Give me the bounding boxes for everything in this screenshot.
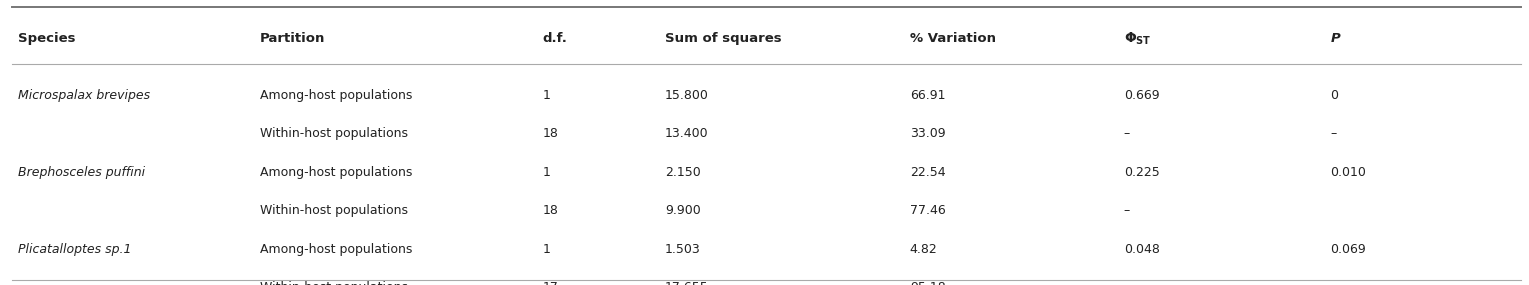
Text: 2.150: 2.150: [665, 166, 700, 179]
Text: Brephosceles puffini: Brephosceles puffini: [18, 166, 145, 179]
Text: 77.46: 77.46: [910, 204, 945, 217]
Text: 0: 0: [1330, 89, 1338, 102]
Text: 4.82: 4.82: [910, 243, 937, 256]
Text: 1: 1: [543, 89, 550, 102]
Text: 0.069: 0.069: [1330, 243, 1365, 256]
Text: 33.09: 33.09: [910, 127, 945, 141]
Text: 0.010: 0.010: [1330, 166, 1365, 179]
Text: 18: 18: [543, 127, 558, 141]
Text: Within-host populations: Within-host populations: [260, 127, 408, 141]
Text: –: –: [1124, 281, 1130, 285]
Text: 1: 1: [543, 243, 550, 256]
Text: 17: 17: [543, 281, 558, 285]
Text: Within-host populations: Within-host populations: [260, 281, 408, 285]
Text: Among-host populations: Among-host populations: [260, 89, 413, 102]
Text: Within-host populations: Within-host populations: [260, 204, 408, 217]
Text: Among-host populations: Among-host populations: [260, 166, 413, 179]
Text: % Variation: % Variation: [910, 32, 995, 45]
Text: –: –: [1124, 204, 1130, 217]
Text: 0.225: 0.225: [1124, 166, 1159, 179]
Text: –: –: [1330, 127, 1336, 141]
Text: 95.18: 95.18: [910, 281, 945, 285]
Text: 18: 18: [543, 204, 558, 217]
Text: Plicatalloptes sp.1: Plicatalloptes sp.1: [18, 243, 131, 256]
Text: 13.400: 13.400: [665, 127, 709, 141]
Text: 22.54: 22.54: [910, 166, 945, 179]
Text: Microspalax brevipes: Microspalax brevipes: [18, 89, 150, 102]
Text: 0.669: 0.669: [1124, 89, 1159, 102]
Text: Species: Species: [18, 32, 76, 45]
Text: Sum of squares: Sum of squares: [665, 32, 781, 45]
Text: $\mathbf{\Phi_{ST}}$: $\mathbf{\Phi_{ST}}$: [1124, 30, 1151, 47]
Text: d.f.: d.f.: [543, 32, 567, 45]
Text: 66.91: 66.91: [910, 89, 945, 102]
Text: 1.503: 1.503: [665, 243, 700, 256]
Text: 15.800: 15.800: [665, 89, 709, 102]
Text: 1: 1: [543, 166, 550, 179]
Text: –: –: [1124, 127, 1130, 141]
Text: Partition: Partition: [260, 32, 326, 45]
Text: P: P: [1330, 32, 1339, 45]
Text: Among-host populations: Among-host populations: [260, 243, 413, 256]
Text: 9.900: 9.900: [665, 204, 700, 217]
Text: 17.655: 17.655: [665, 281, 709, 285]
Text: –: –: [1330, 281, 1336, 285]
Text: 0.048: 0.048: [1124, 243, 1159, 256]
